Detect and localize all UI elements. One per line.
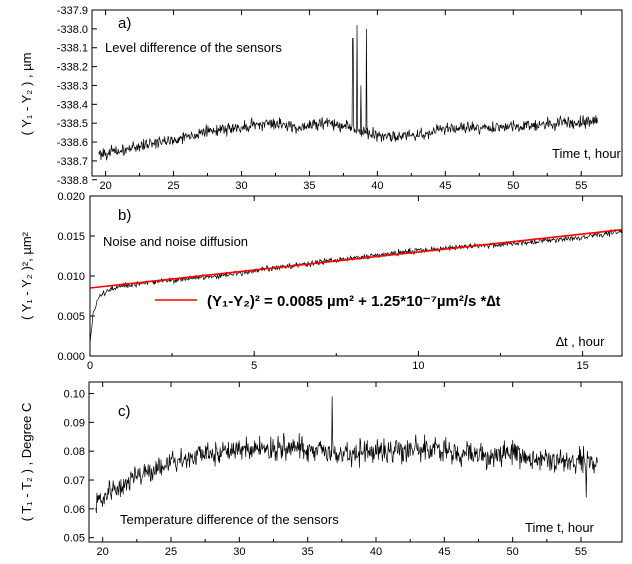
panel-a-ticks [92, 9, 582, 181]
panel-b-xtick-label: 5 [251, 360, 257, 372]
panel-a-ytick-label: -338.5 [57, 118, 88, 130]
panel-c-ytick-label: 0.08 [64, 446, 85, 458]
panel-b-xtick-label: 0 [87, 360, 93, 372]
panel-a-xlabel: Time t, hour [552, 146, 622, 161]
panel-a-ytick-label: -338.3 [57, 80, 88, 92]
panel-a-xtick-label: 55 [575, 180, 587, 192]
panel-a-xtick-label: 45 [439, 180, 451, 192]
panel-c-series [95, 396, 598, 514]
panel-a-ylabel: ( Y₁ - Y₂ ) , µm [19, 53, 34, 136]
panel-c-xtick-label: 35 [302, 546, 314, 558]
panel-c-ylabel: ( T₁ - T₂ ) , Degree C [19, 403, 34, 522]
panel-a: 20 25 30 35 40 45 50 55 -337.9 -338.0 -338.1 -338.2… [19, 5, 623, 192]
panel-c: 20 25 30 35 40 45 50 55 0.05 0.06 0.07 0.08 0.09 0.10… [19, 381, 623, 558]
panel-c-xtick-label: 20 [97, 546, 109, 558]
panel-a-ytick-label: -338.8 [57, 175, 88, 187]
panel-c-xtick-label: 55 [575, 546, 587, 558]
panel-b-xtick-label: 15 [576, 360, 588, 372]
panel-b-annotation: Noise and noise diffusion [103, 234, 248, 249]
panel-b-tick-labels: 0 5 10 15 0.000 0.005 0.010 0.015 0.020 [57, 191, 588, 372]
panel-b-legend: (Y₁-Y₂)² = 0.0085 µm² + 1.25*10⁻⁷µm²/s *… [155, 293, 501, 310]
panel-a-annotation: Level difference of the sensors [105, 40, 282, 55]
panel-a-series [98, 25, 598, 161]
panel-c-ytick-label: 0.10 [64, 389, 85, 401]
panel-a-xtick-label: 30 [235, 180, 247, 192]
panel-a-ytick-label: -338.6 [57, 137, 88, 149]
panel-a-ytick-label: -338.7 [57, 156, 88, 168]
panel-a-tick-labels: 20 25 30 35 40 45 50 55 -337.9 -338.0 -338.1 -338.2… [57, 5, 588, 192]
panel-b-data-line [89, 228, 623, 345]
panel-b-ticks [89, 195, 584, 357]
panel-c-ytick-label: 0.07 [64, 475, 85, 487]
panel-c-xlabel: Time t, hour [525, 520, 595, 535]
panel-c-ytick-label: 0.09 [64, 417, 85, 429]
panel-a-label: a) [118, 15, 131, 32]
panel-b-ytick-label: 0.000 [57, 351, 85, 363]
panel-b-legend-text: (Y₁-Y₂)² = 0.0085 µm² + 1.25*10⁻⁷µm²/s *… [207, 293, 501, 310]
panel-a-xtick-label: 40 [371, 180, 383, 192]
panel-a-xtick-label: 20 [99, 180, 111, 192]
panel-c-xtick-label: 25 [165, 546, 177, 558]
panel-a-xtick-label: 25 [167, 180, 179, 192]
panel-b: 0 5 10 15 0.000 0.005 0.010 0.015 0.020 b) Noise… [19, 191, 623, 372]
panel-b-fit-line [89, 228, 623, 289]
panel-c-xtick-label: 40 [370, 546, 382, 558]
panel-c-frame [88, 381, 623, 543]
panel-b-ytick-label: 0.015 [57, 231, 85, 243]
panel-c-xtick-label: 45 [438, 546, 450, 558]
panel-a-ytick-label: -338.1 [57, 43, 88, 55]
panel-c-tick-labels: 20 25 30 35 40 45 50 55 0.05 0.06 0.07 0.08 0.09 0.10 [64, 389, 588, 558]
panel-c-annotation: Temperature difference of the sensors [120, 512, 339, 527]
panel-b-ylabel: ( Y₁ - Y₂ )², µm² [19, 231, 34, 320]
panel-b-xlabel: ∆t , hour [556, 334, 605, 349]
panel-c-ytick-label: 0.05 [64, 533, 85, 545]
panel-c-data-line [95, 396, 598, 514]
panel-a-ytick-label: -338.0 [57, 24, 88, 36]
panel-a-frame [91, 9, 623, 177]
panel-b-ytick-label: 0.005 [57, 311, 85, 323]
panel-c-ytick-label: 0.06 [64, 504, 85, 516]
panel-b-series [89, 228, 623, 345]
panel-a-ytick-label: -338.4 [57, 99, 88, 111]
panel-b-xtick-label: 10 [412, 360, 424, 372]
panel-a-xtick-label: 50 [507, 180, 519, 192]
panel-b-label: b) [118, 207, 131, 224]
panel-c-ticks [89, 382, 582, 542]
panel-b-ytick-label: 0.020 [57, 191, 85, 203]
panel-c-label: c) [118, 403, 131, 420]
panel-a-xtick-label: 35 [303, 180, 315, 192]
panel-a-data-line [98, 25, 598, 161]
panel-c-xtick-label: 30 [233, 546, 245, 558]
panel-c-xtick-label: 50 [507, 546, 519, 558]
panel-b-ytick-label: 0.010 [57, 271, 85, 283]
panel-a-ytick-label: -338.2 [57, 62, 88, 74]
panel-a-ytick-label: -337.9 [57, 5, 88, 17]
